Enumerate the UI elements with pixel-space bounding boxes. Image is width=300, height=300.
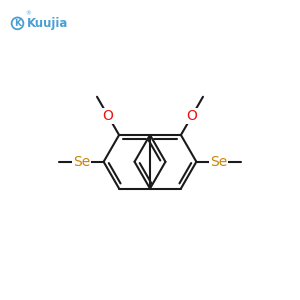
Text: Kuujia: Kuujia [27,17,69,30]
Text: K: K [14,19,21,28]
Text: ®: ® [26,12,31,16]
Text: Se: Se [73,155,90,169]
Text: Se: Se [210,155,227,169]
Text: O: O [187,109,197,123]
Text: O: O [103,109,113,123]
